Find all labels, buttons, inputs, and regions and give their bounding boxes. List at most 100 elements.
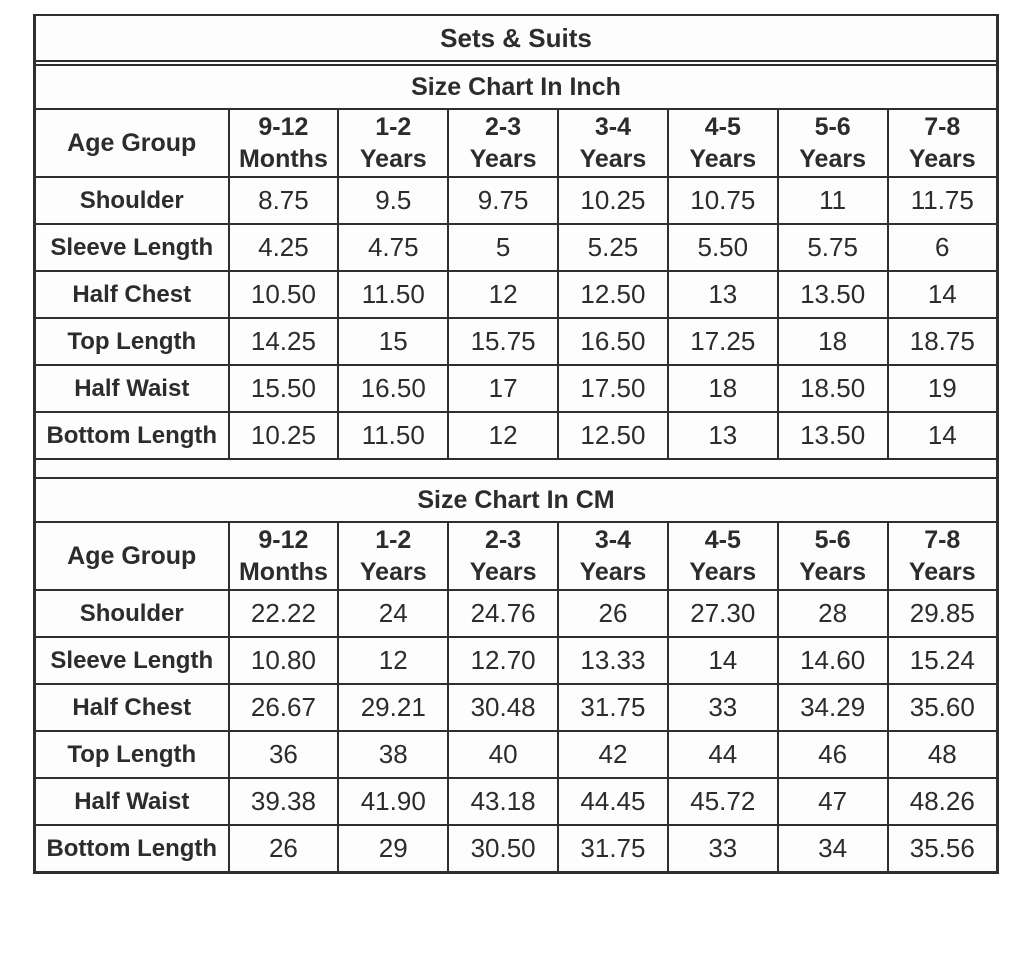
column-header-unit: Years <box>359 558 427 586</box>
column-header-range: 3-4 <box>594 526 632 554</box>
measurement-value: 19 <box>886 364 999 413</box>
section-title-row: Size Chart In Inch <box>33 64 999 110</box>
measurement-value: 31.75 <box>557 824 669 874</box>
measurement-value: 24.76 <box>447 589 560 638</box>
measurement-value: 10.25 <box>227 411 340 460</box>
measurement-value: 46 <box>776 730 889 779</box>
row-label: Half Waist <box>33 364 230 413</box>
column-header-range: 5-6 <box>814 526 851 554</box>
header-row: Age Group 9-12 Months 1-2 Years 2-3 Years 3-4 Ye… <box>33 108 999 178</box>
table-row: Sleeve Length 4.25 4.75 5 5.25 5.50 5.75 6 <box>33 223 999 272</box>
column-header-range: 2-3 <box>485 113 522 141</box>
measurement-value: 17 <box>447 364 560 413</box>
table-row: Sleeve Length 10.80 12 12.70 13.33 14 14.60 15.… <box>33 636 999 685</box>
measurement-value: 48.26 <box>886 777 999 826</box>
table-row: Bottom Length 26 29 30.50 31.75 33 34 35.56 <box>33 824 999 874</box>
measurement-value: 30.48 <box>447 683 560 732</box>
measurement-value: 31.75 <box>557 683 669 732</box>
measurement-value: 34 <box>776 824 889 874</box>
measurement-value: 5.25 <box>557 223 669 272</box>
column-header: 5-6 Years <box>776 108 889 178</box>
measurement-value: 12.50 <box>557 411 669 460</box>
row-label: Shoulder <box>33 176 230 225</box>
measurement-value: 10.75 <box>666 176 779 225</box>
table-row: Top Length 36 38 40 42 44 46 48 <box>33 730 999 779</box>
header-row: Age Group 9-12 Months 1-2 Years 2-3 Years 3-4 Ye… <box>33 521 999 591</box>
column-header: 4-5 Years <box>666 521 779 591</box>
column-header-range: 4-5 <box>704 113 741 141</box>
measurement-value: 47 <box>776 777 889 826</box>
measurement-value: 17.50 <box>557 364 669 413</box>
table-row: Half Waist 15.50 16.50 17 17.50 18 18.50 19 <box>33 364 999 413</box>
measurement-value: 39.38 <box>227 777 340 826</box>
table-row: Top Length 14.25 15 15.75 16.50 17.25 18 18.75 <box>33 317 999 366</box>
measurement-value: 14 <box>886 270 999 319</box>
measurement-value: 14 <box>886 411 999 460</box>
measurement-value: 22.22 <box>227 589 340 638</box>
measurement-value: 5.75 <box>776 223 889 272</box>
size-chart-table: Sets & Suits Size Chart In Inch Age Group 9… <box>33 14 999 874</box>
measurement-value: 29 <box>337 824 450 874</box>
column-header-unit: Years <box>799 145 867 173</box>
measurement-value: 27.30 <box>666 589 779 638</box>
table-row: Half Chest 26.67 29.21 30.48 31.75 33 34.29 35.… <box>33 683 999 732</box>
measurement-value: 12.70 <box>447 636 560 685</box>
measurement-value: 29.21 <box>337 683 450 732</box>
spacer-row <box>33 458 999 479</box>
measurement-value: 18 <box>776 317 889 366</box>
column-header: 2-3 Years <box>447 108 560 178</box>
measurement-value: 12.50 <box>557 270 669 319</box>
table-row: Shoulder 8.75 9.5 9.75 10.25 10.75 11 11.75 <box>33 176 999 225</box>
column-header: 1-2 Years <box>337 108 450 178</box>
column-header-unit: Years <box>908 145 976 173</box>
column-header-unit: Years <box>469 145 537 173</box>
measurement-value: 9.75 <box>447 176 560 225</box>
column-header-range: 7-8 <box>924 526 961 554</box>
column-header-unit: Years <box>799 558 867 586</box>
measurement-value: 4.75 <box>337 223 450 272</box>
measurement-value: 34.29 <box>776 683 889 732</box>
column-header: 2-3 Years <box>447 521 560 591</box>
measurement-value: 15.24 <box>886 636 999 685</box>
row-label: Shoulder <box>33 589 230 638</box>
column-header-range: 9-12 <box>258 526 309 554</box>
size-chart-body: Sets & Suits Size Chart In Inch Age Group 9… <box>33 14 999 874</box>
column-header-range: 9-12 <box>258 113 309 141</box>
row-label: Top Length <box>33 730 230 779</box>
measurement-value: 14.25 <box>227 317 340 366</box>
row-label: Half Chest <box>33 683 230 732</box>
chart-main-title: Sets & Suits <box>33 14 999 62</box>
table-row: Bottom Length 10.25 11.50 12 12.50 13 13.50 14 <box>33 411 999 460</box>
measurement-value: 28 <box>776 589 889 638</box>
measurement-value: 18 <box>666 364 779 413</box>
measurement-value: 33 <box>666 683 779 732</box>
age-group-header: Age Group <box>33 108 230 178</box>
measurement-value: 15.75 <box>447 317 560 366</box>
measurement-value: 9.5 <box>337 176 450 225</box>
column-header: 9-12 Months <box>227 108 340 178</box>
measurement-value: 26 <box>227 824 340 874</box>
measurement-value: 11.50 <box>337 411 450 460</box>
measurement-value: 30.50 <box>447 824 560 874</box>
row-label: Bottom Length <box>33 411 230 460</box>
measurement-value: 26 <box>557 589 669 638</box>
column-header-unit: Months <box>238 145 328 173</box>
measurement-value: 14 <box>666 636 779 685</box>
measurement-value: 44 <box>666 730 779 779</box>
age-group-header: Age Group <box>33 521 230 591</box>
measurement-value: 16.50 <box>557 317 669 366</box>
measurement-value: 26.67 <box>227 683 340 732</box>
section-title-row: Size Chart In CM <box>33 477 999 523</box>
measurement-value: 13 <box>666 411 779 460</box>
column-header-unit: Years <box>469 558 537 586</box>
measurement-value: 8.75 <box>227 176 340 225</box>
measurement-value: 11 <box>776 176 889 225</box>
measurement-value: 5.50 <box>666 223 779 272</box>
column-header-unit: Years <box>359 145 427 173</box>
measurement-value: 17.25 <box>666 317 779 366</box>
column-header-unit: Years <box>579 145 647 173</box>
section-title: Size Chart In Inch <box>33 64 999 110</box>
measurement-value: 24 <box>337 589 450 638</box>
column-header: 3-4 Years <box>557 521 669 591</box>
measurement-value: 10.50 <box>227 270 340 319</box>
